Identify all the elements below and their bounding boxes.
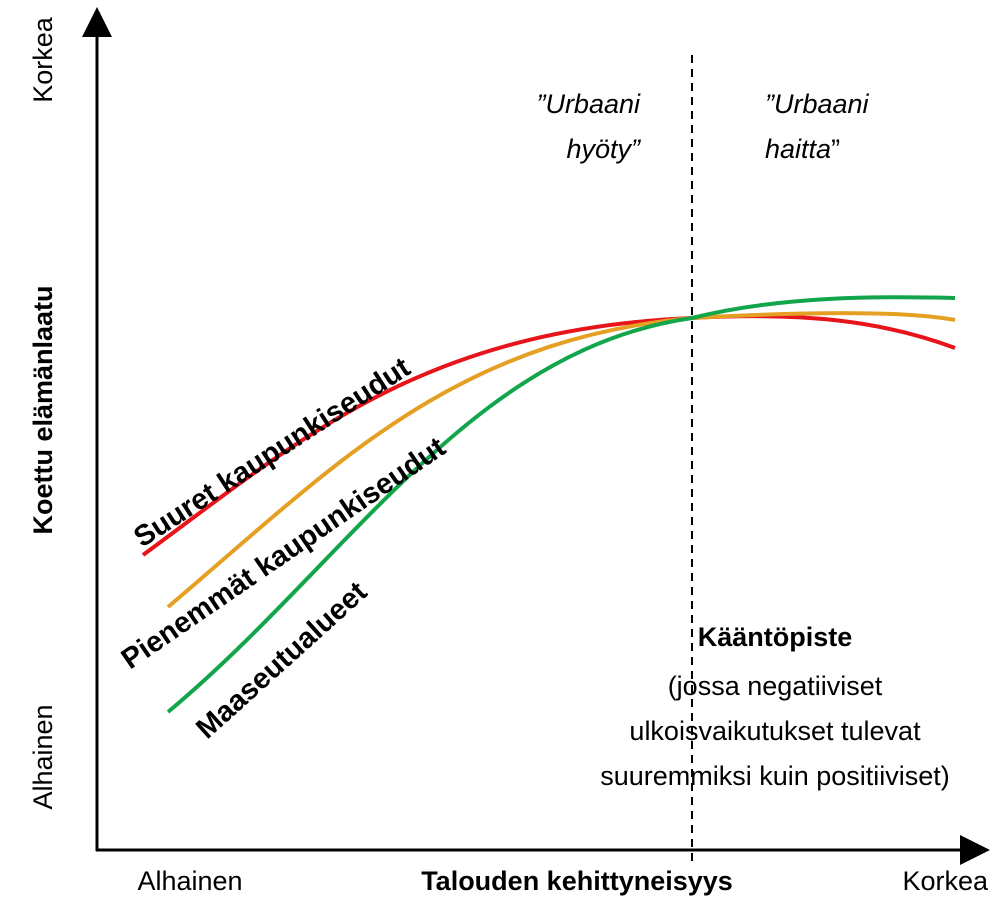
x-label: Talouden kehittyneisyys	[421, 866, 733, 896]
region-text: haitta”	[765, 134, 840, 164]
curve	[166, 295, 956, 714]
turning-text: (jossa negatiiviset	[668, 671, 883, 701]
turning-text: suuremmiksi kuin positiiviset)	[600, 761, 950, 791]
turning-title: Kääntöpiste	[698, 622, 853, 652]
region-text: hyöty”	[566, 134, 641, 164]
region-text: ”	[831, 134, 840, 164]
region-text: haitta	[765, 134, 831, 164]
curve	[141, 314, 956, 557]
region-text: ”Urbaani	[765, 89, 870, 119]
region-text: ”Urbaani	[536, 89, 641, 119]
x-high: Korkea	[902, 866, 989, 896]
curve-label: Suuret kaupunkiseudut	[128, 351, 416, 554]
y-label: Koettu elämänlaatu	[28, 285, 58, 534]
turning-text: ulkoisvaikutukset tulevat	[629, 716, 921, 746]
curve	[166, 311, 956, 609]
y-low: Alhainen	[28, 704, 58, 809]
y-high: Korkea	[28, 16, 58, 103]
x-low: Alhainen	[137, 866, 242, 896]
